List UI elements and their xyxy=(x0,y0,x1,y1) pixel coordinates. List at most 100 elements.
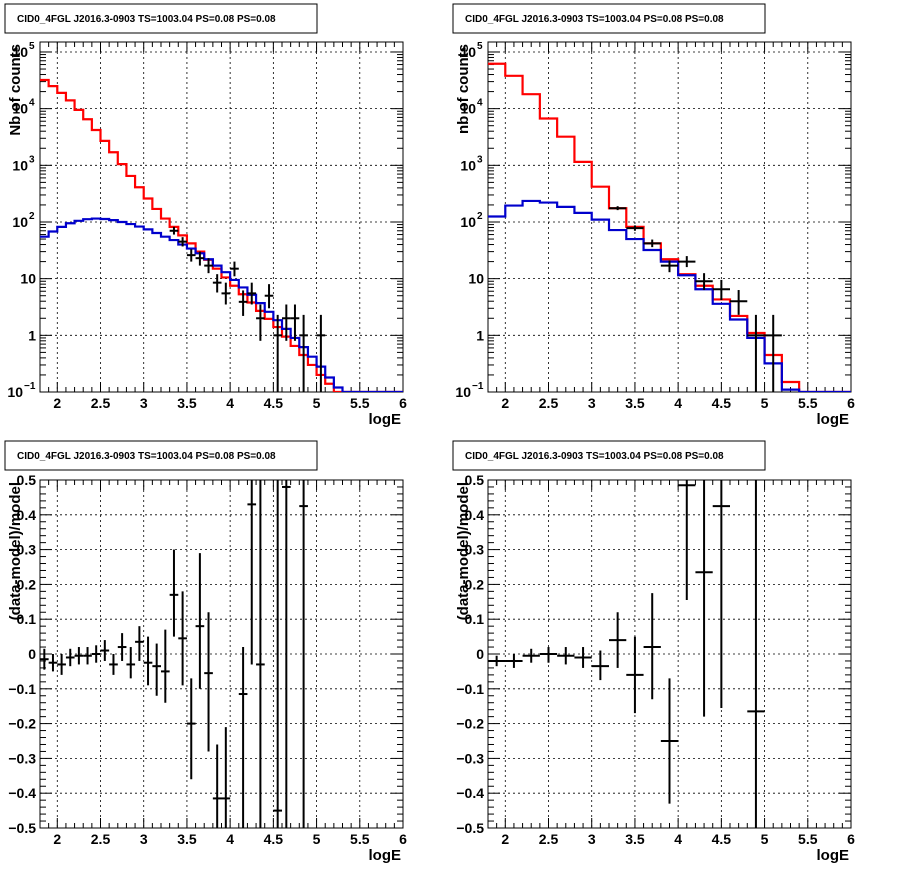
x-tick-label: 3 xyxy=(588,395,596,411)
data-point xyxy=(264,284,274,309)
chart-title: CID0_4FGL J2016.3-0903 TS=1003.04 PS=0.0… xyxy=(465,14,724,25)
y-tick-label: 10 xyxy=(12,157,28,173)
panel-4: CID0_4FGL J2016.3-0903 TS=1003.04 PS=0.0… xyxy=(452,440,855,864)
residual-point xyxy=(238,647,248,828)
title-box xyxy=(452,3,766,34)
residual-point xyxy=(282,480,291,828)
panel-1: CID0_4FGL J2016.3-0903 TS=1003.04 PS=0.0… xyxy=(4,3,407,428)
y-tick-label-exponent: 5 xyxy=(29,41,35,52)
data-point xyxy=(273,314,282,392)
residual-point xyxy=(678,480,696,601)
x-axis-title: logE xyxy=(369,411,402,428)
data-point xyxy=(178,237,187,247)
plot-area xyxy=(40,480,308,828)
data-point xyxy=(299,314,308,392)
x-tick-label: 2.5 xyxy=(539,395,559,411)
residual-point xyxy=(74,647,84,665)
y-tick-label: 0 xyxy=(476,646,484,662)
residual-point xyxy=(83,647,92,665)
y-tick-label: 0.4 xyxy=(17,507,37,523)
y-tick-label: 0 xyxy=(28,646,36,662)
residual-point xyxy=(48,654,58,672)
x-axis-title: logE xyxy=(369,847,402,864)
y-tick-label: 10 xyxy=(468,271,484,287)
x-tick-label: 4.5 xyxy=(712,395,732,411)
residual-point xyxy=(57,654,66,675)
y-tick-label: 0.2 xyxy=(465,576,485,592)
x-tick-label: 2 xyxy=(53,395,61,411)
x-axis-title: logE xyxy=(817,411,850,428)
data-point xyxy=(230,261,239,277)
data-point xyxy=(764,314,782,392)
grid xyxy=(488,42,851,392)
y-tick-label: 10 xyxy=(455,384,471,400)
y-tick-label-exponent: 2 xyxy=(477,211,483,222)
residual-point xyxy=(161,629,170,703)
x-tick-label: 4 xyxy=(226,395,234,411)
data-point xyxy=(169,226,179,235)
y-tick-label: −0.3 xyxy=(456,750,484,766)
y-tick-label: −0.3 xyxy=(8,750,36,766)
x-tick-label: 5 xyxy=(313,831,321,847)
residual-point xyxy=(299,480,308,828)
chart-title: CID0_4FGL J2016.3-0903 TS=1003.04 PS=0.0… xyxy=(17,451,276,462)
x-tick-label: 2 xyxy=(501,395,509,411)
y-tick-label-exponent: 4 xyxy=(477,98,483,109)
title-box xyxy=(4,3,318,34)
x-tick-label: 5.5 xyxy=(798,395,818,411)
x-tick-label: 5 xyxy=(761,395,769,411)
data-point xyxy=(643,239,661,248)
x-tick-label: 2 xyxy=(501,831,509,847)
y-tick-label: −0.1 xyxy=(456,681,484,697)
x-tick-label: 6 xyxy=(847,831,855,847)
y-tick-label: 10 xyxy=(460,44,476,60)
residual-point xyxy=(273,480,282,828)
y-tick-label: 10 xyxy=(7,384,23,400)
x-tick-label: 3 xyxy=(140,395,148,411)
data-point xyxy=(316,314,326,392)
y-tick-label: 0.1 xyxy=(465,611,485,627)
y-axis-title: nb of counts xyxy=(455,44,472,134)
y-tick-label: 10 xyxy=(460,157,476,173)
residual-point xyxy=(195,553,205,689)
data-point xyxy=(678,256,696,268)
x-tick-label: 6 xyxy=(399,831,407,847)
plot-area xyxy=(488,62,851,392)
residual-point xyxy=(152,643,161,696)
residual-point xyxy=(574,647,592,668)
residual-point xyxy=(109,654,118,675)
y-tick-label-exponent: 4 xyxy=(29,98,35,109)
plot-area xyxy=(488,480,765,828)
background-histogram xyxy=(40,217,403,392)
chart-title: CID0_4FGL J2016.3-0903 TS=1003.04 PS=0.0… xyxy=(465,451,724,462)
x-tick-label: 5.5 xyxy=(350,831,370,847)
x-tick-label: 5.5 xyxy=(350,395,370,411)
residual-point xyxy=(256,480,265,828)
residual-point xyxy=(591,650,609,681)
x-tick-label: 4 xyxy=(674,831,682,847)
residual-point xyxy=(539,647,558,663)
residual-point xyxy=(557,647,575,665)
y-axis-title: (data-model)/model xyxy=(7,482,24,620)
x-tick-label: 2 xyxy=(53,831,61,847)
x-tick-label: 3 xyxy=(140,831,148,847)
x-tick-label: 6 xyxy=(847,395,855,411)
chart-title: CID0_4FGL J2016.3-0903 TS=1003.04 PS=0.0… xyxy=(17,14,276,25)
x-tick-label: 2.5 xyxy=(539,831,559,847)
y-tick-label: 0.3 xyxy=(465,542,485,558)
x-tick-label: 4.5 xyxy=(264,395,284,411)
y-tick-label-exponent: 5 xyxy=(477,41,483,52)
data-point xyxy=(730,290,748,315)
y-tick-label-exponent: 2 xyxy=(29,211,35,222)
x-tick-label: 3.5 xyxy=(625,831,645,847)
y-tick-label: 0.5 xyxy=(465,472,485,488)
panel-3: CID0_4FGL J2016.3-0903 TS=1003.04 PS=0.0… xyxy=(4,440,407,864)
data-point xyxy=(212,274,222,293)
data-point xyxy=(195,251,205,266)
data-point xyxy=(747,314,765,392)
y-tick-label: 0.5 xyxy=(17,472,37,488)
x-tick-label: 3 xyxy=(588,831,596,847)
